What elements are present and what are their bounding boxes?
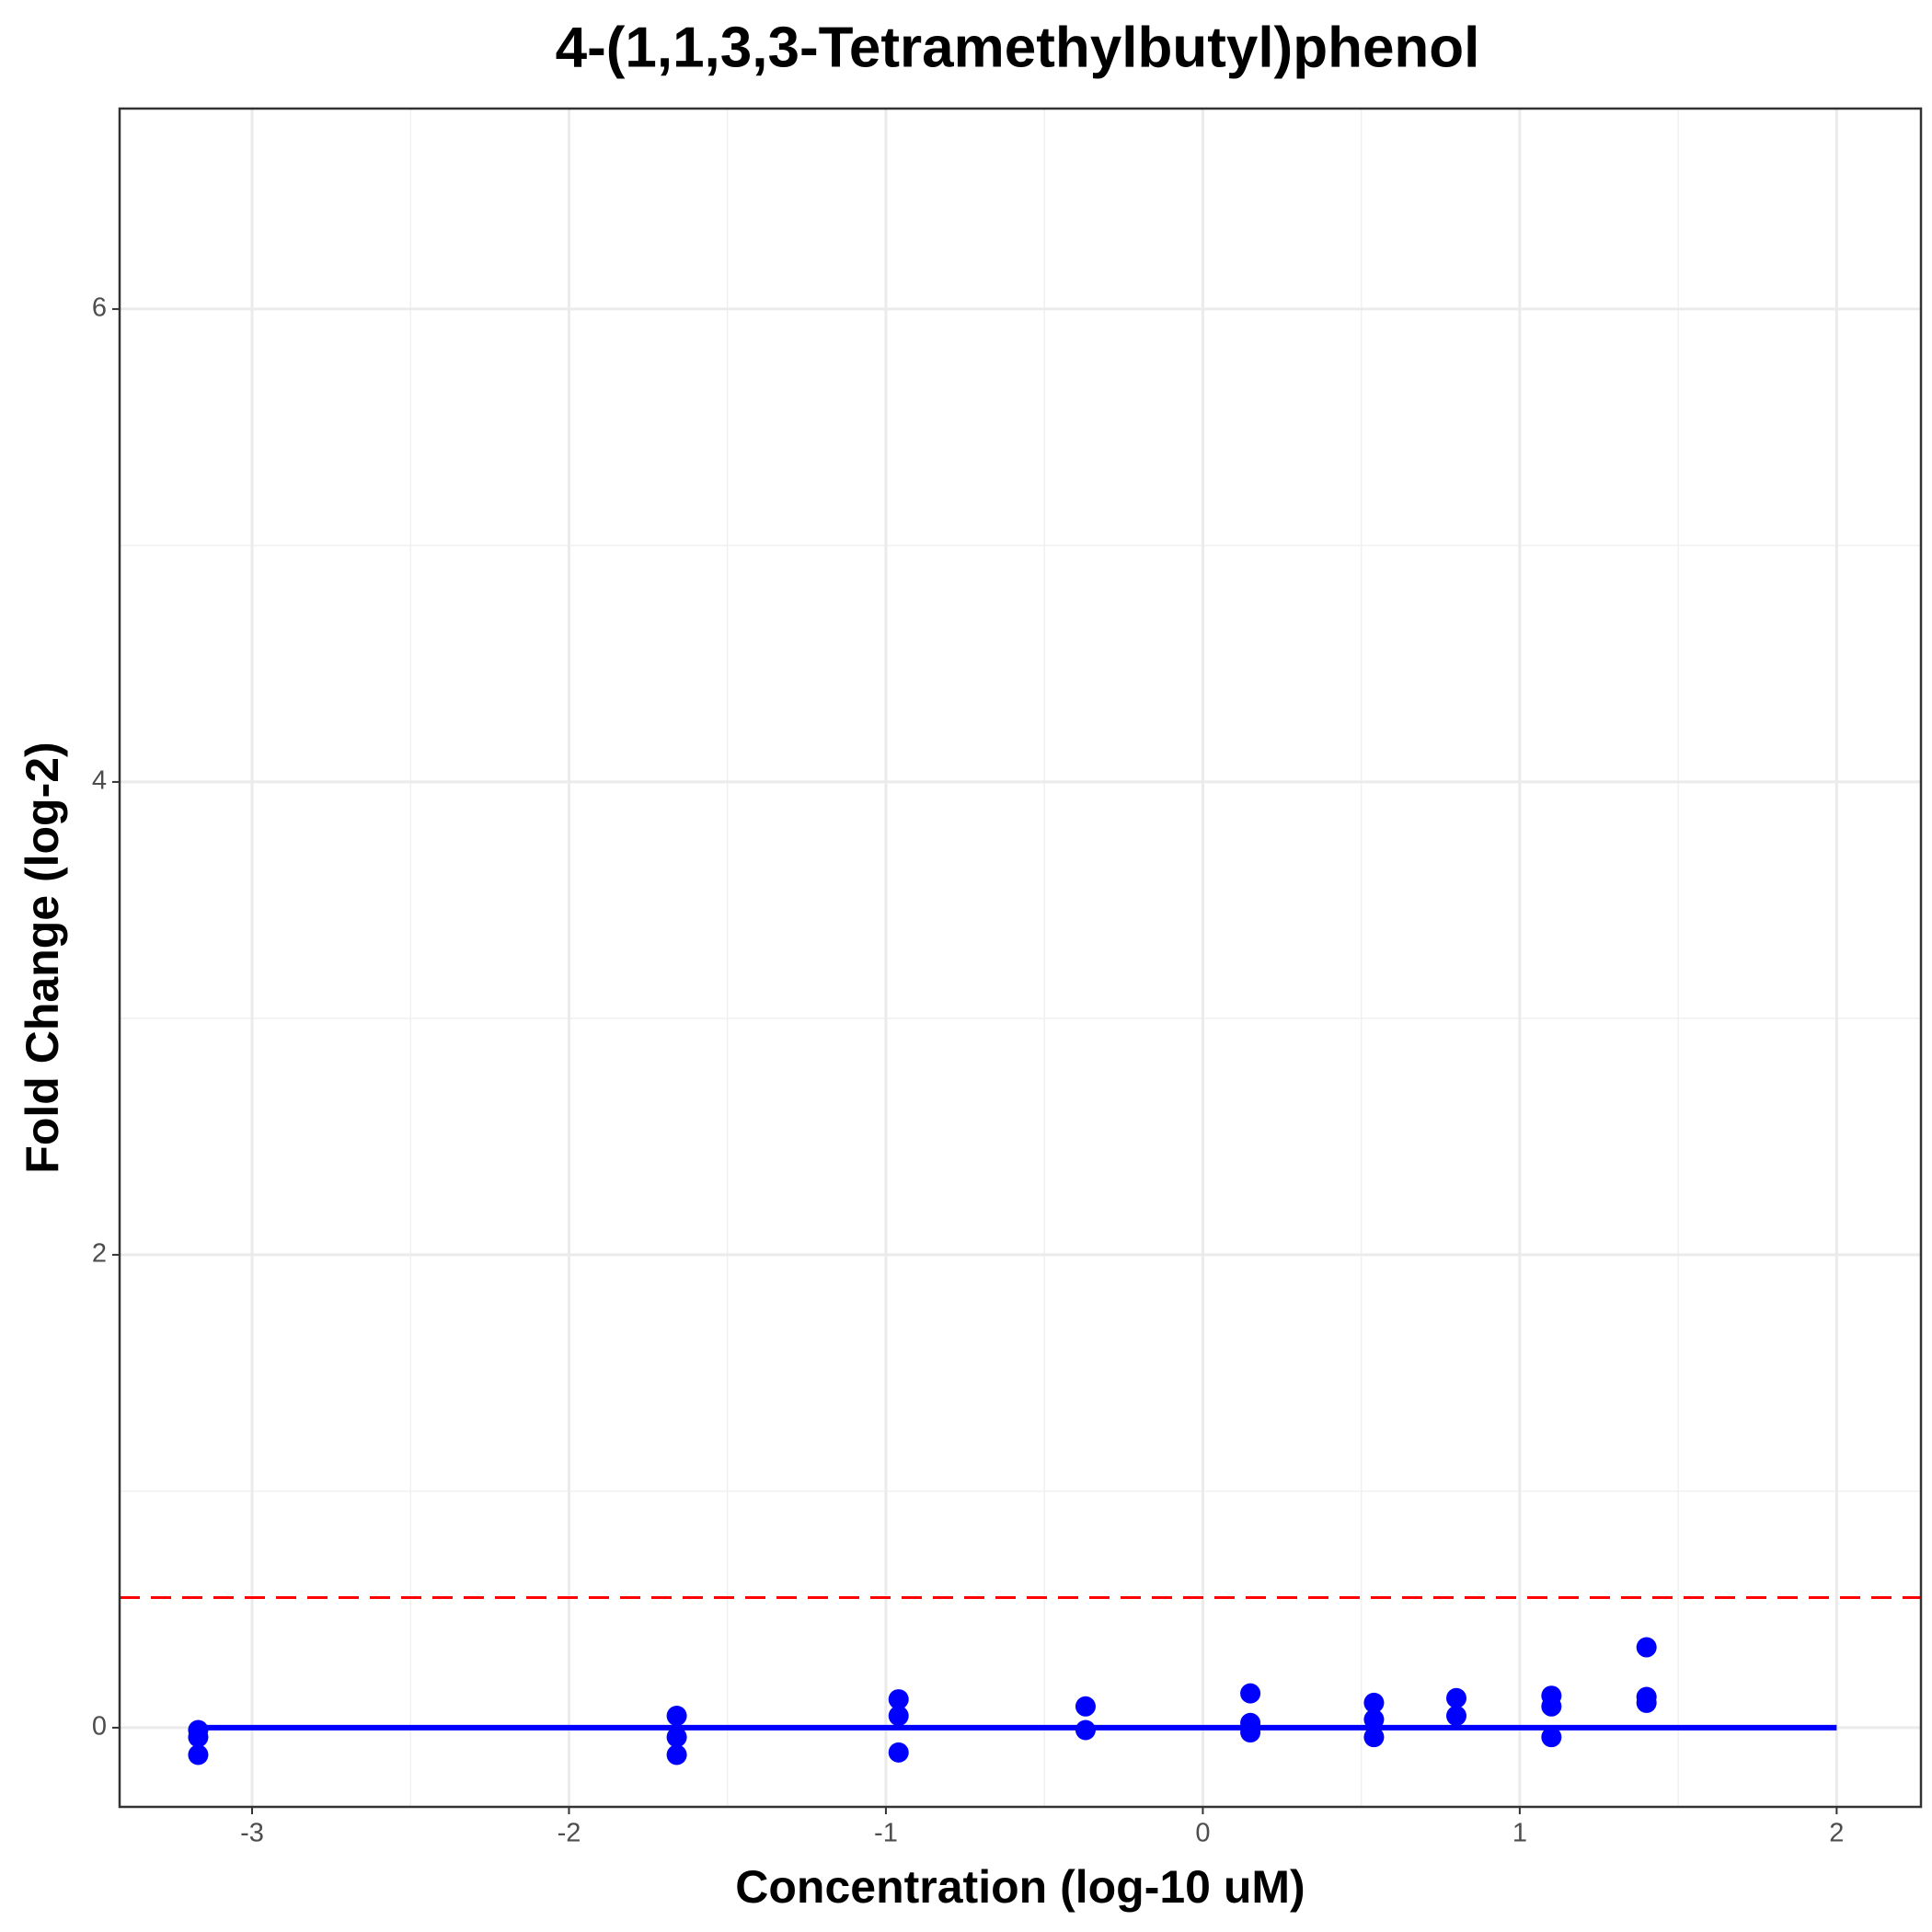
x-axis-title: Concentration (log-10 uM) — [735, 1861, 1305, 1913]
x-tick-label: 2 — [1829, 1819, 1844, 1848]
data-point — [1636, 1692, 1657, 1713]
x-tick-label: -3 — [240, 1819, 264, 1848]
data-point — [1636, 1637, 1657, 1658]
data-point — [188, 1744, 209, 1765]
data-point — [666, 1744, 687, 1765]
panel-border — [118, 107, 1923, 1809]
data-point — [188, 1727, 209, 1748]
y-axis-title: Fold Change (log-2) — [17, 742, 68, 1173]
y-tick-label: 6 — [92, 293, 107, 323]
data-point — [666, 1706, 687, 1727]
y-tick-label: 2 — [92, 1239, 107, 1269]
data-point — [1445, 1687, 1466, 1708]
data-point — [888, 1689, 909, 1710]
data-point — [1240, 1683, 1261, 1704]
data-point — [666, 1727, 687, 1748]
data-point — [1240, 1722, 1261, 1743]
x-tick-label: 1 — [1512, 1819, 1527, 1848]
y-tick-label: 0 — [92, 1712, 107, 1742]
data-point — [1075, 1696, 1096, 1717]
data-point — [1075, 1719, 1096, 1741]
chart-title: 4-(1,1,3,3-Tetramethylbutyl)phenol — [556, 16, 1480, 79]
data-point — [1541, 1727, 1562, 1748]
data-point — [888, 1742, 909, 1763]
x-tick-label: -2 — [558, 1819, 581, 1848]
x-tick-label: -1 — [874, 1819, 898, 1848]
data-point — [1445, 1706, 1466, 1727]
data-point — [888, 1706, 909, 1727]
data-point — [1363, 1708, 1385, 1730]
data-point — [1363, 1692, 1385, 1713]
data-point — [1363, 1727, 1385, 1748]
y-tick-label: 4 — [92, 766, 107, 796]
data-point — [1541, 1696, 1562, 1717]
x-tick-label: 0 — [1195, 1819, 1210, 1848]
